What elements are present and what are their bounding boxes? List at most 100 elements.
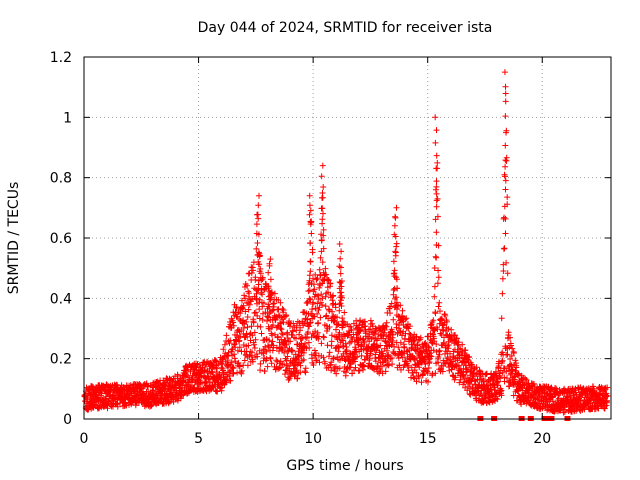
data-point (293, 335, 299, 342)
data-point (358, 343, 365, 350)
data-point (320, 210, 326, 217)
data-point (433, 242, 440, 248)
data-point (445, 342, 452, 348)
data-point (389, 331, 396, 338)
data-point (279, 305, 286, 312)
data-point (253, 245, 260, 252)
data-point (268, 360, 275, 367)
data-point (433, 229, 440, 236)
data-point (225, 349, 232, 356)
data-point (501, 214, 508, 221)
data-point (263, 348, 270, 355)
data-point (405, 367, 412, 374)
data-point (337, 255, 344, 262)
data-point (502, 186, 509, 193)
data-point (393, 276, 400, 283)
data-point (406, 330, 413, 337)
data-point (336, 285, 343, 292)
data-point (396, 362, 403, 369)
data-point (306, 320, 313, 327)
data-point (317, 314, 324, 321)
data-point (351, 358, 358, 365)
data-point (374, 336, 381, 343)
data-point (416, 364, 423, 371)
data-point (385, 351, 392, 358)
data-point (259, 291, 266, 298)
data-point (313, 357, 320, 364)
data-point (503, 127, 510, 134)
data-point (503, 259, 510, 266)
y-tick-label: 0 (63, 412, 72, 428)
data-point (494, 396, 501, 403)
data-point (347, 323, 354, 330)
data-point (499, 357, 506, 364)
data-point (287, 338, 294, 345)
data-point (531, 380, 537, 387)
data-point (389, 361, 396, 368)
data-point (267, 296, 274, 303)
data-point (339, 315, 346, 322)
data-point (333, 326, 339, 333)
data-point (114, 403, 121, 410)
data-point (513, 364, 520, 371)
data-point (383, 347, 390, 354)
x-axis-title: GPS time / hours (286, 458, 403, 474)
data-point (434, 195, 441, 202)
data-point (434, 326, 441, 333)
chart-title: Day 044 of 2024, SRMTID for receiver ist… (198, 20, 493, 36)
data-point (338, 292, 345, 299)
data-point (328, 332, 335, 339)
data-point (319, 280, 326, 287)
data-point (393, 312, 400, 318)
data-point (503, 368, 510, 375)
data-point (279, 331, 286, 338)
data-point (318, 205, 325, 212)
data-point (255, 258, 262, 265)
data-point (438, 315, 445, 322)
data-point (205, 375, 212, 382)
data-point (502, 83, 509, 90)
data-point (284, 353, 291, 360)
data-point (321, 334, 327, 341)
data-point (416, 375, 422, 381)
data-point (508, 342, 514, 349)
data-point (316, 359, 323, 366)
y-tick-label: 0.2 (50, 352, 72, 368)
data-point (267, 256, 274, 263)
data-point (287, 323, 293, 330)
data-point (266, 310, 273, 317)
data-point (273, 357, 280, 364)
data-point (255, 215, 262, 222)
data-point (244, 282, 250, 289)
data-point (223, 332, 230, 339)
data-point (316, 284, 323, 291)
data-point (422, 361, 429, 367)
data-point (322, 293, 329, 300)
data-point (322, 265, 329, 272)
data-point (391, 222, 398, 229)
data-point (308, 218, 315, 225)
data-point (307, 319, 314, 326)
data-point (504, 351, 511, 358)
data-point (337, 264, 344, 271)
data-point (392, 303, 399, 310)
data-point (293, 367, 300, 374)
data-point (297, 369, 304, 376)
data-point (382, 368, 389, 375)
data-point (238, 367, 245, 374)
data-point (435, 267, 442, 274)
data-point (502, 142, 509, 149)
data-point (326, 324, 333, 330)
data-point (254, 287, 261, 294)
data-point (324, 276, 331, 283)
data-point (392, 249, 399, 256)
data-point (367, 317, 374, 324)
data-point (318, 291, 325, 298)
data-point (249, 349, 255, 356)
data-point (257, 323, 264, 330)
data-point (325, 277, 332, 283)
data-point (246, 290, 253, 297)
data-point (265, 303, 272, 310)
data-point (294, 375, 301, 382)
data-point (336, 241, 343, 247)
